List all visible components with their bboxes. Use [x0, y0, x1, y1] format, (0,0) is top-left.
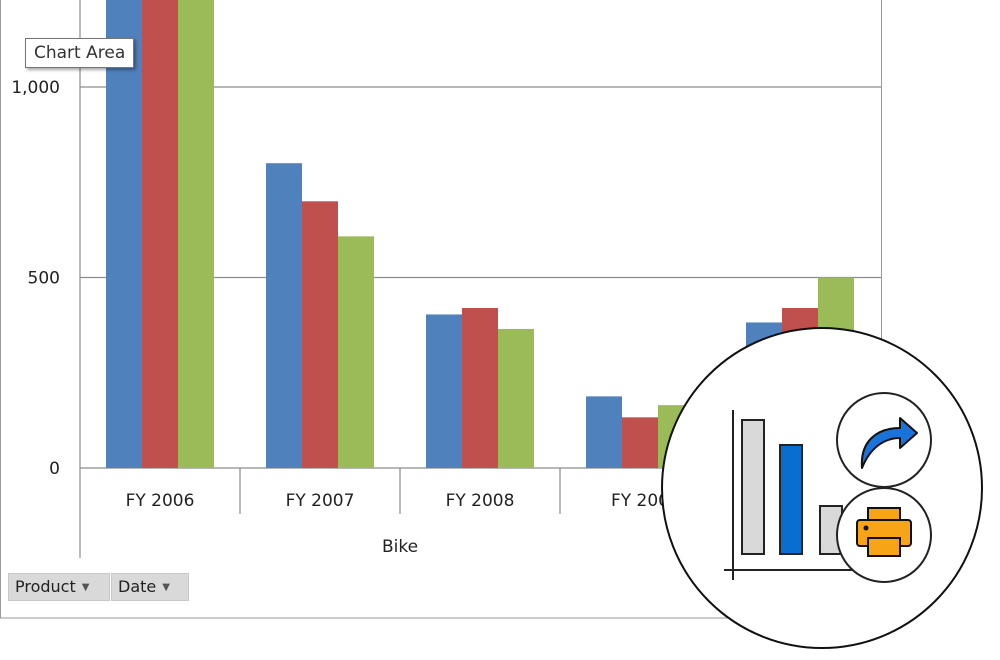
dropdown-arrow-icon: ▼ [81, 582, 90, 593]
chart-area-tooltip: Chart Area [25, 38, 135, 68]
y-tick-label: 0 [49, 459, 60, 479]
bar[interactable] [266, 163, 302, 468]
x-tick-label: FY 2007 [286, 491, 355, 511]
bar[interactable] [498, 328, 534, 468]
x-tick-label: FY 2008 [446, 491, 515, 511]
y-tick-label: 500 [28, 269, 60, 289]
product-filter-label: Product [15, 577, 76, 596]
y-tick-label: 1,000 [11, 78, 60, 98]
y-axis: 0 500 1,000 [11, 0, 81, 558]
gray-bar-icon [741, 419, 765, 555]
blue-bar-icon [779, 444, 803, 555]
chart-area-border [0, 0, 882, 619]
bar[interactable] [106, 0, 142, 469]
product-filter-button[interactable]: Product ▼ [8, 573, 110, 601]
x-axis: FY 2006 FY 2007 FY 2008 FY 200 Bike [126, 468, 721, 557]
bar[interactable] [178, 0, 214, 469]
x-tick-label: FY 2006 [126, 491, 195, 511]
bar[interactable] [426, 314, 462, 468]
date-filter-button[interactable]: Date ▼ [111, 573, 189, 601]
group-label: Bike [382, 537, 418, 557]
chart-export-print-icon [661, 327, 983, 649]
bar[interactable] [142, 0, 178, 469]
dropdown-arrow-icon: ▼ [162, 582, 170, 593]
bar[interactable] [302, 201, 338, 469]
bar[interactable] [622, 417, 658, 468]
bar[interactable] [586, 396, 622, 468]
bar[interactable] [462, 307, 498, 468]
date-filter-label: Date [118, 577, 157, 596]
bar[interactable] [338, 236, 374, 468]
x-tick-label: FY 200 [611, 491, 669, 511]
